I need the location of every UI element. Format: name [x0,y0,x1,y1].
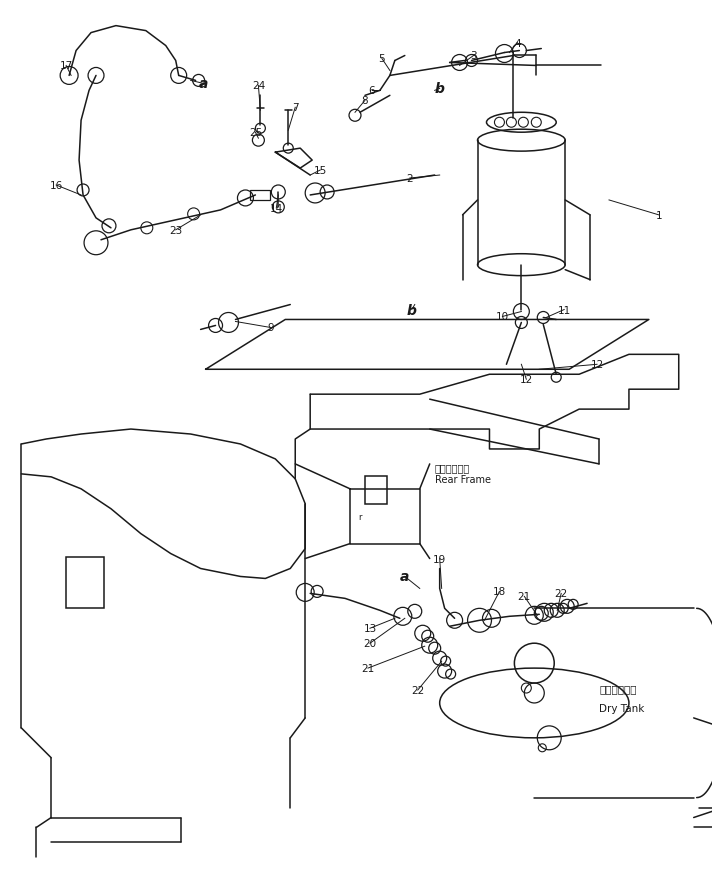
Text: 18: 18 [493,587,506,597]
Text: 8: 8 [361,97,369,106]
Text: 24: 24 [252,82,265,91]
Text: 13: 13 [364,623,376,634]
Text: 10: 10 [496,312,509,322]
Text: 22: 22 [411,685,424,695]
Text: 12: 12 [520,375,533,385]
Text: Rear Frame: Rear Frame [435,474,491,485]
Text: 7: 7 [292,104,299,113]
Bar [250,191,270,201]
Bar [365,476,387,504]
Text: 11: 11 [558,306,571,315]
Bar [66,557,104,608]
Text: 4: 4 [514,39,520,48]
Text: 2: 2 [406,174,413,184]
Text: 22: 22 [555,589,568,599]
Text: 15: 15 [314,166,327,176]
Text: 17: 17 [59,61,73,71]
Text: b: b [407,303,416,317]
Text: b: b [435,83,445,97]
Text: r: r [358,513,361,522]
Text: 21: 21 [361,664,374,673]
Text: a: a [199,77,208,91]
Text: 23: 23 [169,226,183,235]
Text: 6: 6 [369,86,375,97]
Text: 12: 12 [590,360,604,370]
Text: 25: 25 [249,128,262,138]
Text: 14: 14 [270,204,283,213]
Text: 16: 16 [49,181,63,191]
Text: 3: 3 [471,52,477,61]
Text: a: a [400,570,409,584]
Text: Dry Tank: Dry Tank [599,703,645,713]
Text: 9: 9 [267,323,274,333]
Text: 5: 5 [379,54,385,64]
Text: リヤフレーム: リヤフレーム [435,463,470,472]
Text: 20: 20 [364,638,376,649]
Text: 19: 19 [433,554,446,564]
Text: ドライタンク: ドライタンク [599,683,637,694]
Text: 1: 1 [655,211,662,220]
Text: 21: 21 [518,592,531,601]
